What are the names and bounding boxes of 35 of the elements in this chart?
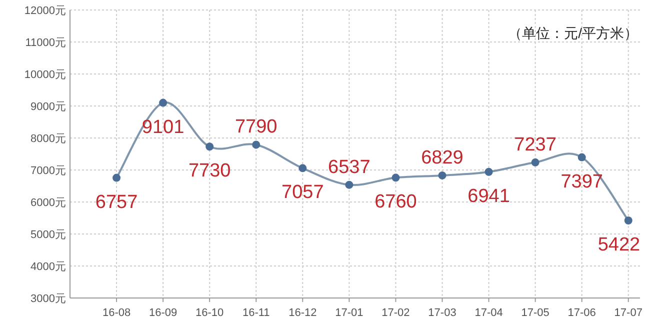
data-label: 7790 — [234, 116, 278, 138]
x-tick-label: 16-12 — [288, 307, 317, 319]
x-tick-label: 16-08 — [102, 307, 131, 319]
data-label: 6537 — [328, 156, 370, 178]
data-label: 9101 — [142, 116, 184, 138]
data-label: 7730 — [188, 160, 231, 182]
data-label: 7057 — [282, 182, 324, 204]
x-tick-label: 16-10 — [196, 307, 224, 319]
x-tick-label: 17-03 — [428, 307, 456, 319]
x-tick-label: 17-07 — [614, 307, 642, 319]
x-tick-label: 17-04 — [474, 307, 503, 319]
y-tick-label: 5000元 — [30, 229, 66, 241]
data-label: 7397 — [560, 171, 603, 192]
x-tick-label: 17-06 — [568, 307, 596, 319]
y-tick-label: 8000元 — [30, 133, 66, 145]
annotation: （单位：元/平方米） — [508, 25, 638, 41]
y-tick-label: 9000元 — [30, 101, 66, 113]
y-tick-label: 4000元 — [30, 261, 66, 273]
x-tick-label: 17-02 — [382, 307, 410, 319]
y-tick-label: 7000元 — [30, 165, 66, 177]
y-tick-label: 10000元 — [24, 69, 66, 81]
data-label: 5422 — [598, 234, 640, 256]
y-tick-label: 3000元 — [30, 293, 66, 305]
x-tick-label: 17-01 — [335, 307, 364, 319]
x-tick-label: 16-11 — [242, 307, 270, 319]
data-label: 6941 — [468, 186, 510, 207]
data-label: 6829 — [421, 147, 464, 168]
x-tick-label: 17-05 — [521, 307, 550, 319]
y-tick-label: 12000元 — [24, 5, 66, 17]
data-label: 6757 — [95, 192, 138, 213]
x-tick-label: 16-09 — [148, 307, 178, 319]
data-label: 7237 — [514, 134, 556, 156]
y-tick-label: 6000元 — [30, 197, 66, 209]
data-label: 6760 — [374, 192, 417, 213]
y-tick-label: 11000元 — [25, 37, 66, 49]
